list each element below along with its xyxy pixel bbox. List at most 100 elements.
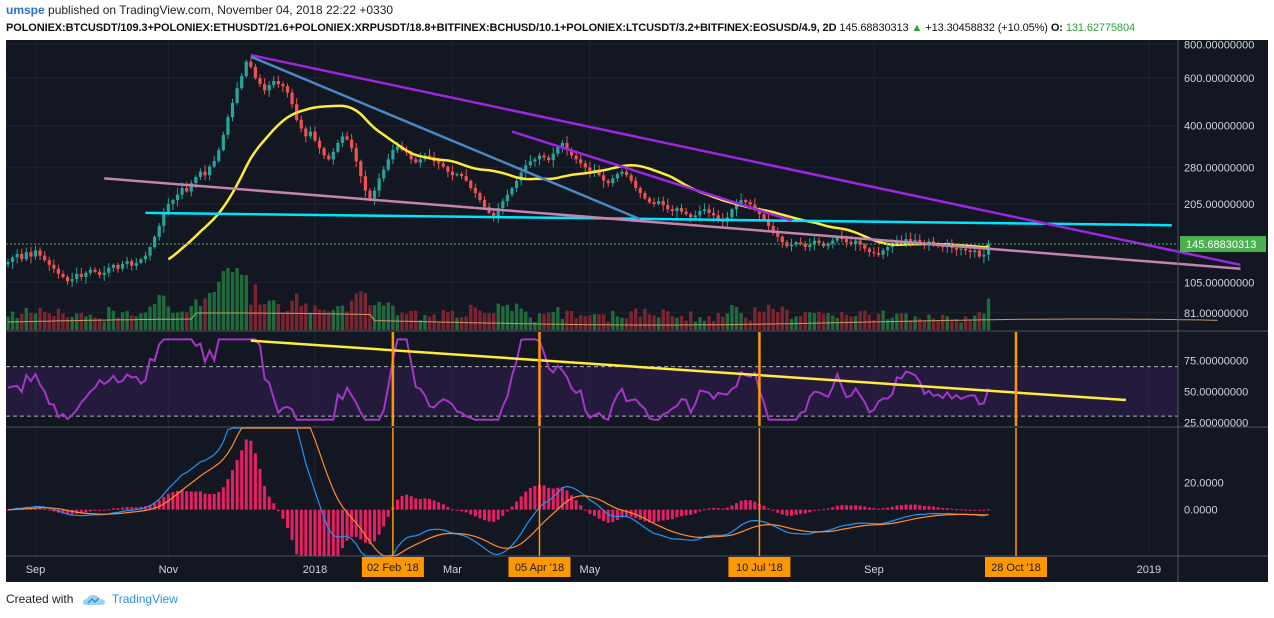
volume-bar bbox=[404, 313, 409, 330]
macd-histogram-bar bbox=[231, 470, 235, 510]
date-marker-label: 02 Feb '18 bbox=[367, 562, 419, 574]
macd-histogram-bar bbox=[336, 509, 340, 556]
rsi-line bbox=[7, 338, 990, 422]
candle-body bbox=[262, 84, 267, 91]
candle-body bbox=[441, 163, 445, 167]
macd-histogram-bar bbox=[327, 509, 331, 556]
volume-bar bbox=[217, 281, 221, 330]
symbol-name[interactable]: POLONIEX:BTCUSDT/109.3+POLONIEX:ETHUSDT/… bbox=[6, 22, 837, 34]
candle-body bbox=[478, 193, 482, 201]
volume-bar bbox=[212, 291, 216, 330]
candle-body bbox=[730, 209, 734, 218]
volume-bar bbox=[120, 312, 125, 330]
candle-body bbox=[624, 171, 629, 176]
candle-body bbox=[29, 252, 33, 257]
macd-histogram-bar bbox=[43, 509, 47, 511]
macd-histogram-bar bbox=[400, 495, 404, 510]
candle-body bbox=[803, 243, 807, 248]
candle-body bbox=[524, 165, 528, 173]
publish-info: umspe published on TradingView.com, Nove… bbox=[6, 3, 393, 17]
tradingview-cloud-icon bbox=[82, 594, 105, 605]
volume-bar bbox=[304, 303, 308, 330]
volume-bar bbox=[455, 317, 459, 330]
macd-histogram-bar bbox=[308, 509, 312, 556]
volume-bar bbox=[931, 318, 936, 330]
volume-bar bbox=[592, 314, 597, 330]
volume-bar bbox=[340, 305, 345, 330]
candle-body bbox=[354, 148, 358, 162]
volume-bar bbox=[588, 315, 592, 330]
volume-bar bbox=[102, 321, 106, 330]
rsi-tick-label: 25.00000000 bbox=[1184, 417, 1248, 429]
symbol-line: POLONIEX:BTCUSDT/109.3+POLONIEX:ETHUSDT/… bbox=[6, 22, 1135, 34]
volume-bar bbox=[107, 306, 111, 330]
candle-body bbox=[931, 241, 936, 244]
chart-area[interactable]: 145.68830313 800.00000000 600.00000000 400… bbox=[6, 40, 1268, 582]
candle-body bbox=[588, 167, 592, 172]
candle-body bbox=[258, 78, 262, 85]
candle-body bbox=[744, 200, 748, 203]
candle-body bbox=[652, 202, 656, 204]
volume-bar bbox=[730, 304, 734, 330]
volume-bar bbox=[327, 311, 331, 330]
macd-histogram-bar bbox=[744, 499, 748, 510]
macd-histogram-bar bbox=[125, 506, 129, 510]
author-link[interactable]: umspe bbox=[6, 3, 45, 17]
volume-bar bbox=[308, 312, 313, 330]
macd-histogram-bar bbox=[267, 496, 271, 510]
candle-body bbox=[350, 139, 354, 149]
candle-body bbox=[528, 161, 532, 166]
volume-bar bbox=[230, 272, 235, 330]
candle-body bbox=[409, 152, 413, 160]
volume-bar bbox=[446, 312, 450, 330]
macd-histogram-bar bbox=[680, 509, 684, 517]
volume-bar bbox=[950, 319, 954, 330]
trendline-purple-second bbox=[511, 130, 792, 222]
macd-histogram-bar bbox=[464, 509, 468, 513]
macd-histogram-bar bbox=[47, 509, 51, 511]
candle-body bbox=[679, 208, 684, 212]
candle-body bbox=[203, 171, 207, 176]
candle-body bbox=[661, 201, 665, 206]
macd-histogram-bar bbox=[203, 493, 207, 510]
up-arrow-icon: ▲ bbox=[911, 22, 923, 34]
macd-histogram-bar bbox=[712, 507, 716, 510]
candle-body bbox=[602, 175, 606, 181]
volume-bar bbox=[391, 305, 395, 330]
macd-histogram-bar bbox=[111, 508, 115, 510]
candle-body bbox=[285, 86, 290, 93]
candle-body bbox=[858, 240, 862, 245]
volume-bar bbox=[821, 313, 826, 330]
macd-histogram-bar bbox=[409, 496, 413, 510]
candle-body bbox=[345, 136, 349, 140]
candle-body bbox=[808, 244, 812, 248]
volume-bar bbox=[143, 312, 148, 330]
volume-bar bbox=[771, 308, 775, 330]
volume-bar bbox=[510, 310, 514, 330]
volume-bar bbox=[423, 315, 427, 330]
macd-histogram-bar bbox=[386, 509, 390, 517]
volume-bar bbox=[203, 298, 207, 330]
macd-histogram-bar bbox=[70, 509, 74, 515]
volume-bar bbox=[739, 313, 743, 330]
candle-body bbox=[643, 193, 647, 199]
candle-body bbox=[510, 187, 514, 195]
candle-body bbox=[313, 131, 317, 141]
volume-bar bbox=[968, 320, 972, 330]
volume-bar bbox=[79, 313, 84, 330]
date-marker-tag bbox=[508, 557, 571, 577]
volume-bar bbox=[354, 293, 358, 330]
macd-histogram-bar bbox=[693, 509, 697, 514]
volume-bar bbox=[826, 313, 830, 330]
volume-bar bbox=[313, 305, 317, 330]
macd-histogram-bar bbox=[295, 509, 299, 555]
candle-body bbox=[93, 269, 97, 272]
candle-body bbox=[844, 239, 849, 243]
candle-body bbox=[968, 250, 972, 253]
volume-bar bbox=[276, 304, 281, 330]
volume-bar bbox=[198, 305, 203, 330]
macd-histogram-bar bbox=[565, 490, 569, 510]
volume-bar bbox=[620, 317, 624, 330]
volume-ma-line bbox=[7, 312, 1218, 326]
tradingview-brand-link[interactable]: TradingView bbox=[111, 592, 178, 606]
